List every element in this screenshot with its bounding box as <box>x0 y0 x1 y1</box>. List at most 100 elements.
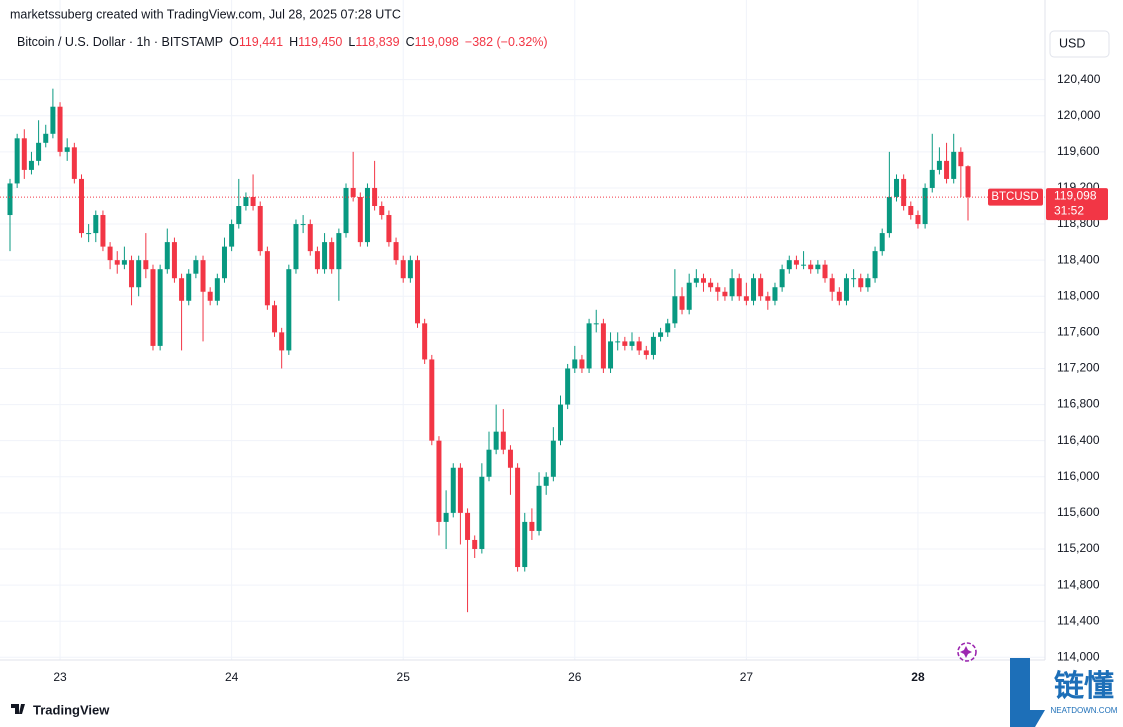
candle-body <box>622 341 628 346</box>
candle-body <box>600 323 606 369</box>
y-tick-label: 114,800 <box>1057 577 1100 591</box>
candle-body <box>436 440 442 522</box>
candle-body <box>936 160 942 170</box>
candle-body <box>243 196 249 207</box>
candle-body <box>379 206 385 216</box>
currency-button[interactable] <box>1049 30 1110 58</box>
candle-body <box>665 323 671 333</box>
candle-body <box>450 467 456 513</box>
candle-body <box>865 278 871 288</box>
candle-body <box>894 178 900 197</box>
candle-body <box>107 246 113 261</box>
candle-body <box>515 467 521 568</box>
candle-body <box>129 260 135 288</box>
candle-body <box>550 440 556 477</box>
icon-star[interactable] <box>960 646 972 658</box>
symbol-legend: Bitcoin / U.S. Dollar · 1h · BITSTAMP O11… <box>17 35 548 49</box>
candle-body <box>415 260 421 324</box>
y-tick-label: 120,400 <box>1057 72 1101 86</box>
change: −382 (−0.32%) <box>465 35 548 49</box>
candle-body <box>922 187 928 225</box>
candle-body <box>529 521 535 531</box>
candle-body <box>200 260 206 292</box>
watermark-brand: 链懂 <box>1054 669 1114 703</box>
candle-body <box>722 291 728 297</box>
candle-body <box>7 183 13 216</box>
candle-body <box>536 485 542 531</box>
candle-body <box>364 187 370 243</box>
candle-body <box>715 287 721 292</box>
candle-body <box>479 476 485 549</box>
candle-body <box>557 404 563 441</box>
candle-body <box>686 282 692 310</box>
currency[interactable]: USD <box>1059 36 1085 50</box>
candle-body <box>851 278 857 280</box>
icon-ring[interactable] <box>957 642 977 662</box>
watermark: 链懂 NEATDOWN.COM <box>1010 658 1123 727</box>
candle-body <box>286 269 292 351</box>
x-tick-label: 26 <box>568 670 582 684</box>
watermark-site: NEATDOWN.COM <box>1051 706 1118 715</box>
ohlc-value: 119,450 <box>298 35 342 49</box>
ohlc-value: 119,441 <box>239 35 283 49</box>
candle-body <box>465 512 471 540</box>
watermark-bg <box>1045 665 1123 715</box>
candle-body <box>64 147 70 152</box>
candle-body <box>121 260 127 265</box>
candle-body <box>586 323 592 369</box>
candle-body <box>386 215 392 243</box>
candle-body <box>608 341 614 369</box>
y-tick-label: 118,400 <box>1057 252 1100 266</box>
candle-body <box>886 196 892 234</box>
ohlc-value: 118,839 <box>355 35 399 49</box>
candle-body <box>193 260 199 274</box>
candle-body <box>929 169 935 188</box>
candle-body <box>229 224 235 247</box>
y-tick-label: 120,000 <box>1057 108 1101 122</box>
candle-body <box>236 206 242 225</box>
candle-body <box>822 264 828 279</box>
candle-body <box>772 287 778 301</box>
x-tick-label: 28 <box>911 670 925 684</box>
y-tick-label: 117,600 <box>1057 325 1100 339</box>
ohlc-value: 119,098 <box>415 35 459 49</box>
assistant-icon[interactable] <box>957 642 977 662</box>
candle-body <box>872 251 878 279</box>
candle-body <box>793 260 799 265</box>
tv-logo <box>11 704 25 714</box>
candle-body <box>36 142 42 161</box>
candle-body <box>443 512 449 522</box>
candle-body <box>136 260 142 288</box>
candle-body <box>472 539 478 549</box>
countdown: 31:52 <box>1054 203 1084 217</box>
footer-brand: TradingView <box>33 702 110 717</box>
ohlc-key: H <box>289 35 298 49</box>
candle-body <box>522 521 528 568</box>
symbol-tag: BTCUSD <box>991 191 1038 203</box>
y-tick-label: 116,000 <box>1057 469 1100 483</box>
candle-body <box>257 206 263 252</box>
candle-body <box>486 449 492 477</box>
candle-body <box>150 269 156 346</box>
candle-body <box>779 269 785 288</box>
candle-body <box>843 278 849 301</box>
candle-body <box>336 233 342 270</box>
candle-body <box>786 260 792 270</box>
y-tick-label: 114,000 <box>1057 649 1100 663</box>
candle-body <box>272 305 278 333</box>
candle-body <box>801 264 807 266</box>
candle-body <box>179 278 185 301</box>
candle-body <box>650 336 656 355</box>
candle-body <box>565 368 571 405</box>
price-tag-bg <box>1046 188 1108 221</box>
candle-body <box>758 278 764 297</box>
candle-body <box>171 242 177 279</box>
candle-body <box>572 359 578 369</box>
candle-body <box>958 151 964 167</box>
candle-body <box>736 278 742 297</box>
candle-body <box>114 260 120 265</box>
y-tick-label: 117,200 <box>1057 361 1100 375</box>
candle-body <box>43 133 49 143</box>
last-price: 119,098 <box>1054 188 1097 202</box>
footer-logo <box>11 704 25 714</box>
